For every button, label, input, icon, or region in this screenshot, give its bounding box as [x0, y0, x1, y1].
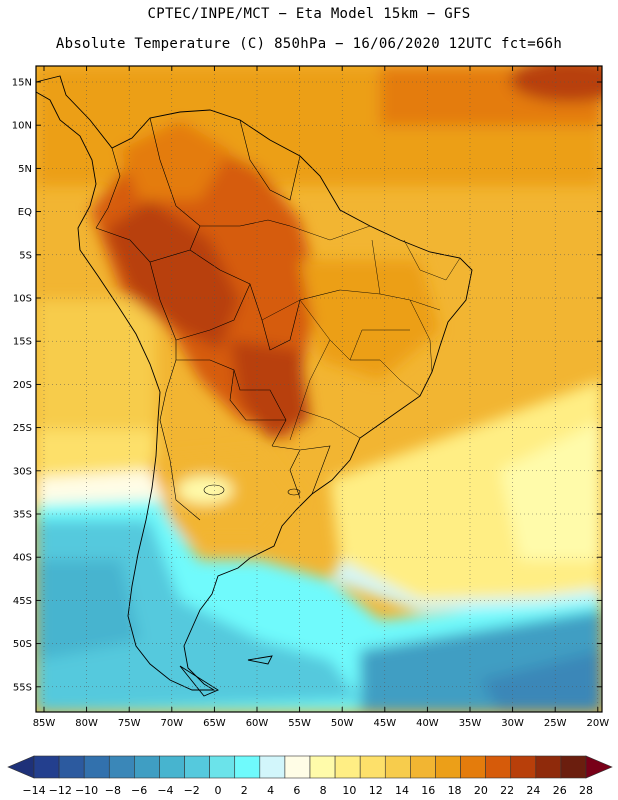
colorbar-under-arrow — [7, 755, 35, 779]
colorbar-tick-label: 10 — [342, 784, 356, 797]
lon-label: 40W — [416, 718, 439, 729]
colorbar-tick-label: −10 — [75, 784, 98, 797]
lon-label: 75W — [118, 718, 141, 729]
lat-label: 25S — [13, 423, 32, 434]
lon-label: 35W — [459, 718, 482, 729]
colorbar-tick-label: −12 — [49, 784, 72, 797]
colorbar-swatch — [58, 755, 85, 779]
colorbar-tick-label: −14 — [22, 784, 45, 797]
colorbar-swatch — [234, 755, 261, 779]
lat-label: 10N — [12, 121, 32, 132]
colorbar-swatch — [359, 755, 386, 779]
lat-label: 10S — [13, 294, 32, 305]
lon-label: 45W — [373, 718, 396, 729]
colorbar-tick-label: 12 — [369, 784, 383, 797]
colorbar-swatch — [460, 755, 486, 779]
lat-label: 5N — [18, 164, 32, 175]
colorbar-swatch — [309, 755, 336, 779]
temperature-field — [36, 66, 602, 712]
map-title-line2: Absolute Temperature (C) 850hPa − 16/06/… — [55, 36, 563, 52]
state-borders — [261, 225, 461, 441]
colorbar-swatch — [134, 755, 160, 779]
colorbar-tick-label: 16 — [421, 784, 435, 797]
lat-label: 45S — [13, 596, 32, 607]
lat-label: 35S — [13, 510, 32, 521]
colorbar-labels: −14 −12 −10 −8 −6 −4 −2 0 2 4 6 8 10 12 14 16 18 20 22 24 26… — [22, 784, 593, 797]
colorbar-tick-label: 4 — [267, 784, 274, 797]
lon-label: 50W — [331, 718, 354, 729]
colorbar-tick-label: 18 — [448, 784, 462, 797]
colorbar-tick-label: 0 — [215, 784, 222, 797]
longitude-labels: 85W 80W 75W 70W 65W 60W 55W 50W 45W 40W 35W 30W 25W 2… — [33, 718, 610, 729]
colorbar-swatch — [384, 755, 411, 779]
axis-ticks — [36, 66, 602, 712]
colorbar-tick-label: 22 — [500, 784, 514, 797]
colorbar-swatch — [510, 755, 537, 779]
colorbar-swatch — [485, 755, 512, 779]
lon-label: 20W — [586, 718, 609, 729]
colorbar-swatch — [435, 755, 461, 779]
colorbar-swatch — [535, 755, 562, 779]
lat-label: 15S — [13, 337, 32, 348]
colorbar-tick-label: −4 — [157, 784, 173, 797]
colorbar-tick-label: −8 — [105, 784, 121, 797]
lon-label: 30W — [501, 718, 524, 729]
colorbar-tick-label: 2 — [241, 784, 248, 797]
colorbar-swatch — [108, 755, 135, 779]
colorbar-swatch — [209, 755, 236, 779]
colorbar-swatch — [184, 755, 210, 779]
colorbar-swatch — [284, 755, 311, 779]
coastline — [35, 75, 473, 697]
lat-label: 5S — [19, 250, 32, 261]
plot-frame — [35, 65, 603, 713]
lon-label: 60W — [246, 718, 269, 729]
colorbar-tick-label: 14 — [395, 784, 409, 797]
colorbar-swatch — [560, 755, 587, 779]
colorbar-tick-label: 8 — [320, 784, 327, 797]
colorbar-swatch — [259, 755, 286, 779]
lat-label: 40S — [13, 553, 32, 564]
colorbar-over-arrow — [585, 755, 613, 779]
lon-label: 25W — [544, 718, 567, 729]
colorbar — [7, 755, 613, 779]
lon-label: 55W — [288, 718, 311, 729]
lat-label: 50S — [13, 639, 32, 650]
latitude-labels: 15N 10N 5N EQ 5S 10S 15S 20S 25S 30S 35S 40S 45S 50S 5… — [12, 78, 32, 694]
colorbar-tick-label: 24 — [526, 784, 540, 797]
lon-label: 70W — [160, 718, 183, 729]
map-title-line1: CPTEC/INPE/MCT − Eta Model 15km − GFS — [147, 6, 471, 22]
colorbar-tick-label: 28 — [579, 784, 593, 797]
lon-label: 80W — [75, 718, 98, 729]
lon-label: 85W — [33, 718, 56, 729]
lat-label: 15N — [12, 78, 32, 89]
colorbar-swatch — [83, 755, 110, 779]
colorbar-tick-label: 6 — [293, 784, 300, 797]
colorbar-tick-label: 20 — [474, 784, 488, 797]
colorbar-tick-label: 26 — [553, 784, 567, 797]
colorbar-swatch — [33, 755, 60, 779]
country-borders — [95, 117, 341, 521]
colorbar-swatch — [334, 755, 361, 779]
colorbar-tick-label: −2 — [184, 784, 200, 797]
colorbar-swatch — [159, 755, 185, 779]
lat-label: 20S — [13, 380, 32, 391]
lat-label: 55S — [13, 682, 32, 693]
lat-label: EQ — [18, 207, 32, 218]
colorbar-swatch — [410, 755, 436, 779]
colorbar-tick-label: −6 — [131, 784, 147, 797]
lat-label: 30S — [13, 466, 32, 477]
lon-label: 65W — [203, 718, 226, 729]
